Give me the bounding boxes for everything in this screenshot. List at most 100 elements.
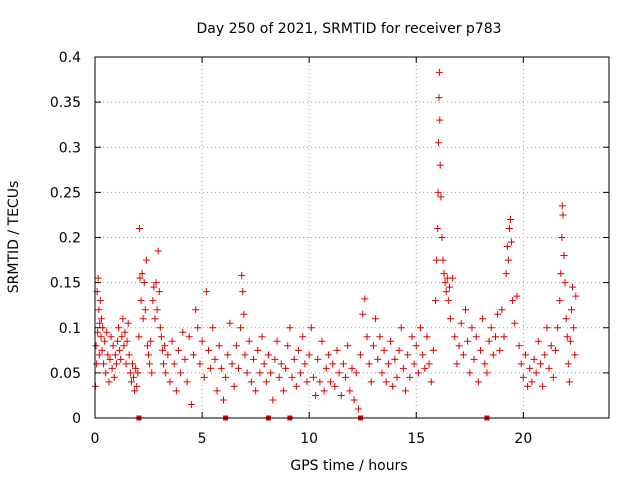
data-point — [239, 288, 247, 296]
data-point — [556, 297, 564, 305]
data-point — [496, 346, 504, 354]
data-point — [437, 193, 445, 201]
data-point — [131, 387, 139, 395]
data-point — [447, 315, 455, 323]
data-point — [357, 351, 365, 359]
data-point — [449, 274, 457, 282]
data-point — [192, 306, 200, 314]
data-point — [441, 279, 449, 287]
x-axis-label: GPS time / hours — [290, 458, 407, 474]
data-point — [434, 224, 442, 232]
data-point — [352, 369, 360, 377]
data-point — [96, 297, 104, 305]
data-point — [468, 324, 476, 332]
data-point — [128, 360, 136, 368]
data-point — [406, 373, 414, 381]
data-point — [115, 324, 123, 332]
x-tick-label: 20 — [514, 431, 532, 447]
data-point — [168, 337, 176, 345]
data-point — [453, 360, 461, 368]
data-point — [442, 288, 450, 296]
data-point — [457, 319, 465, 327]
data-point — [464, 337, 472, 345]
y-tick-label: 0.1 — [59, 321, 81, 337]
data-point — [98, 346, 106, 354]
data-point — [292, 382, 300, 390]
data-point — [543, 324, 551, 332]
data-point — [220, 396, 227, 404]
data-point — [143, 342, 151, 350]
data-point — [498, 306, 506, 314]
data-point — [109, 342, 117, 350]
data-point — [483, 369, 491, 377]
data-point — [337, 391, 345, 399]
data-point — [363, 333, 371, 341]
data-point — [524, 382, 532, 390]
data-point — [479, 315, 487, 323]
data-point — [335, 369, 343, 377]
data-point — [572, 292, 580, 300]
data-point — [436, 116, 444, 124]
data-point — [207, 364, 215, 372]
data-point — [130, 373, 138, 381]
data-point — [477, 346, 484, 354]
data-point — [564, 360, 572, 368]
data-point — [113, 337, 121, 345]
data-point — [135, 333, 143, 341]
data-point — [271, 355, 279, 363]
data-point — [215, 342, 223, 350]
data-point — [519, 373, 527, 381]
data-point — [200, 373, 208, 381]
data-point — [549, 373, 557, 381]
data-point — [153, 306, 161, 314]
data-point — [148, 369, 156, 377]
data-point — [303, 378, 311, 386]
data-point — [410, 360, 418, 368]
data-point — [145, 351, 153, 359]
data-point — [249, 355, 257, 363]
data-point — [185, 333, 193, 341]
data-point — [558, 234, 566, 241]
data-point — [417, 324, 425, 332]
data-point — [389, 382, 397, 390]
data-point — [237, 324, 245, 332]
data-point — [470, 355, 478, 363]
data-point — [155, 288, 163, 296]
data-point — [122, 360, 130, 368]
data-point — [150, 283, 158, 291]
data-point — [504, 256, 512, 264]
data-point — [154, 247, 162, 255]
data-point — [110, 373, 118, 381]
data-point — [106, 355, 114, 363]
data-point — [96, 319, 104, 327]
data-point — [307, 324, 315, 332]
data-point — [234, 364, 242, 372]
data-point — [136, 224, 144, 232]
data-point — [164, 351, 172, 359]
data-point — [502, 270, 510, 278]
data-point — [282, 364, 290, 372]
data-point — [551, 346, 559, 354]
data-point — [134, 369, 142, 377]
x-tick-label: 10 — [300, 431, 318, 447]
data-point — [513, 292, 521, 300]
data-point — [93, 360, 101, 368]
data-point — [314, 355, 322, 363]
data-point — [156, 324, 164, 332]
data-point — [374, 355, 382, 363]
data-point — [414, 369, 422, 377]
data-point — [391, 355, 399, 363]
data-point — [433, 256, 441, 264]
data-point — [111, 351, 119, 359]
data-point — [316, 378, 324, 386]
data-point — [451, 333, 459, 341]
data-point — [320, 387, 328, 395]
data-point — [539, 382, 547, 390]
data-point — [530, 355, 538, 363]
data-point — [177, 369, 185, 377]
data-point — [194, 324, 202, 332]
data-point — [254, 346, 262, 354]
data-point — [187, 400, 195, 408]
data-point — [108, 364, 116, 372]
